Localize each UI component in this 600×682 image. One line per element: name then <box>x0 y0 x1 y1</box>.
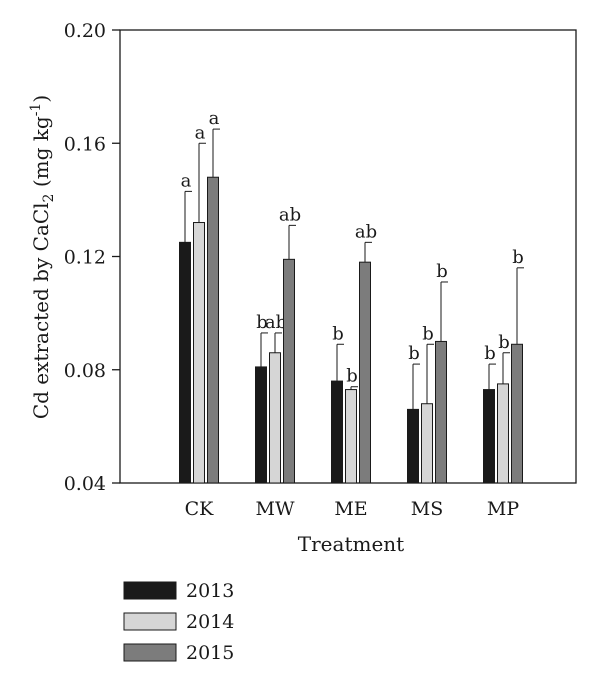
legend-swatch <box>123 612 177 631</box>
bar <box>497 383 509 484</box>
legend: 2013 2014 2015 <box>123 580 234 664</box>
significance-letter: b <box>498 332 510 353</box>
bar <box>483 389 495 484</box>
y-tick-label: 0.08 <box>64 360 106 382</box>
y-axis-title-unit-close: ) <box>29 95 53 103</box>
significance-letter: ab <box>355 221 377 242</box>
y-axis-title-unit-open: (mg kg <box>29 116 53 193</box>
bar <box>283 258 295 484</box>
bar <box>435 340 447 484</box>
bar <box>511 343 523 484</box>
x-tick-label: MP <box>487 498 519 520</box>
y-axis-title-superscript: -1 <box>28 103 44 117</box>
y-tick-label: 0.04 <box>64 473 106 495</box>
bar <box>407 408 419 484</box>
bar <box>179 241 191 484</box>
significance-letter: b <box>484 343 496 364</box>
y-axis-title-main: Cd extracted by CaCl <box>29 202 53 419</box>
significance-letter: b <box>436 261 448 282</box>
x-axis: CK MW ME MS MP <box>185 498 520 520</box>
legend-label: 2013 <box>186 580 234 602</box>
legend-swatch <box>123 581 177 600</box>
significance-letter: a <box>209 108 220 129</box>
y-tick-label: 0.20 <box>64 20 106 42</box>
x-tick-label: CK <box>185 498 215 520</box>
y-tick-label: 0.12 <box>64 247 106 269</box>
y-axis-title-subscript: 2 <box>41 194 57 203</box>
legend-label: 2014 <box>186 611 234 633</box>
bar <box>207 176 219 484</box>
x-axis-title: Treatment <box>298 532 404 556</box>
bar <box>359 261 371 484</box>
bar <box>345 389 357 484</box>
significance-letter: b <box>422 323 434 344</box>
significance-letter: a <box>195 122 206 143</box>
significance-letter: b <box>408 343 420 364</box>
y-axis-title: Cd extracted by CaCl2 (mg kg-1) <box>28 95 57 419</box>
bar <box>193 222 205 484</box>
y-axis: 0.04 0.08 0.12 0.16 0.20 <box>64 20 120 495</box>
x-tick-label: ME <box>334 498 367 520</box>
significance-letter: a <box>181 170 192 191</box>
significance-letter: b <box>256 312 268 333</box>
bar <box>331 380 343 484</box>
bar <box>255 366 267 484</box>
bar <box>421 403 433 484</box>
legend-swatch <box>123 643 177 662</box>
x-tick-label: MW <box>256 498 295 520</box>
y-tick-label: 0.16 <box>64 133 106 155</box>
x-tick-label: MS <box>411 498 443 520</box>
significance-letter: b <box>512 247 524 268</box>
legend-label: 2015 <box>186 642 234 664</box>
significance-letter: ab <box>265 312 287 333</box>
bar <box>269 352 281 484</box>
significance-letter: b <box>346 366 358 387</box>
significance-letter: ab <box>279 204 301 225</box>
significance-letter: b <box>332 323 344 344</box>
